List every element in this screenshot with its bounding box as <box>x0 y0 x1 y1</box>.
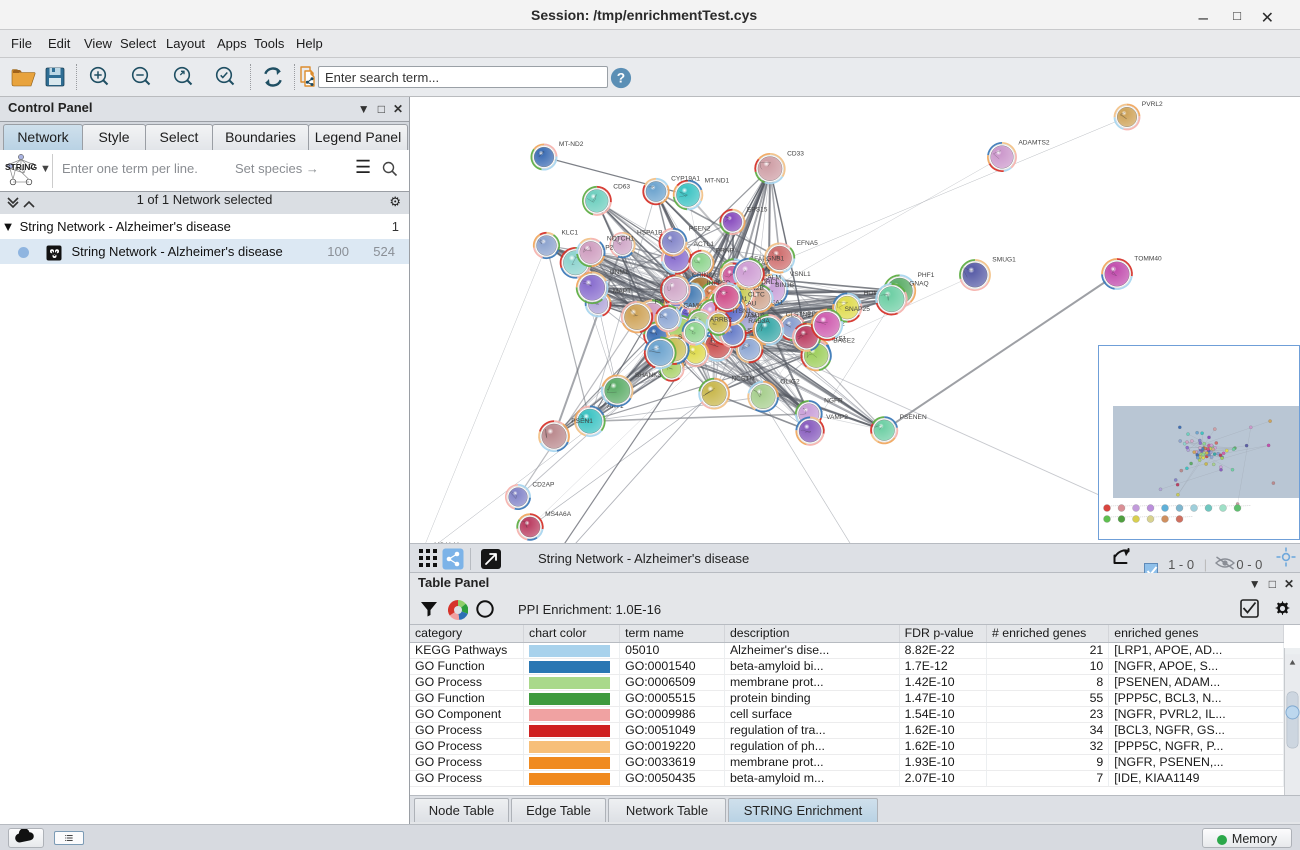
svg-text:MAPT: MAPT <box>613 288 631 295</box>
svg-text:PHF1: PHF1 <box>918 272 935 279</box>
svg-text:SMUG1: SMUG1 <box>992 257 1016 264</box>
svg-text:NOTCH1: NOTCH1 <box>607 235 634 242</box>
svg-text:?: ? <box>617 71 625 86</box>
svg-text:VSNL1: VSNL1 <box>790 271 811 278</box>
svg-text:OLIG2: OLIG2 <box>780 378 800 385</box>
svg-text:STRING: STRING <box>5 162 38 172</box>
svg-text:ARRB2: ARRB2 <box>710 316 732 323</box>
svg-text:MT-ND2: MT-ND2 <box>559 141 584 148</box>
svg-text:CD2AP: CD2AP <box>532 482 555 489</box>
svg-text:GNAQ: GNAQ <box>909 281 928 288</box>
svg-text:GRIN2A: GRIN2A <box>692 272 717 279</box>
svg-text:ADAMTS2: ADAMTS2 <box>1018 140 1049 147</box>
svg-text:PVRL2: PVRL2 <box>1142 101 1163 108</box>
svg-text:SHANK3: SHANK3 <box>635 372 662 379</box>
svg-text:CYP19A1: CYP19A1 <box>671 176 700 183</box>
svg-text:PRNP: PRNP <box>716 247 735 254</box>
svg-text:CD33: CD33 <box>787 151 804 158</box>
svg-text:CLTC: CLTC <box>748 292 765 299</box>
svg-text:BIN1B: BIN1B <box>775 282 795 289</box>
svg-text:MT-ND1: MT-ND1 <box>705 177 730 184</box>
svg-text:VAMP2: VAMP2 <box>826 414 848 421</box>
svg-text:DNM1: DNM1 <box>610 269 629 276</box>
svg-text:SNAP25: SNAP25 <box>845 306 871 313</box>
svg-text:EFNA5: EFNA5 <box>797 240 819 247</box>
svg-text:ACTL1: ACTL1 <box>694 241 715 248</box>
svg-text:NCSTN: NCSTN <box>731 375 754 382</box>
svg-text:CD63: CD63 <box>613 184 630 191</box>
svg-text:HSPA1B: HSPA1B <box>637 230 663 237</box>
svg-text:PSEN1: PSEN1 <box>571 418 593 425</box>
svg-text:MS4A6A: MS4A6A <box>545 511 572 518</box>
svg-text:BACE2: BACE2 <box>833 338 855 345</box>
svg-text:CLSTN1: CLSTN1 <box>786 312 812 319</box>
svg-text:GNB1: GNB1 <box>766 255 784 262</box>
svg-text:ITSN1: ITSN1 <box>733 308 752 315</box>
svg-text:TOMM40: TOMM40 <box>1134 256 1162 263</box>
svg-text:KLC1: KLC1 <box>562 230 579 237</box>
svg-text:NGFR: NGFR <box>824 398 843 405</box>
svg-text:RAB3A: RAB3A <box>748 318 770 325</box>
svg-text:PSENEN: PSENEN <box>900 414 927 421</box>
svg-text:EPS15: EPS15 <box>747 206 768 213</box>
svg-text:PSEN2: PSEN2 <box>689 225 711 232</box>
